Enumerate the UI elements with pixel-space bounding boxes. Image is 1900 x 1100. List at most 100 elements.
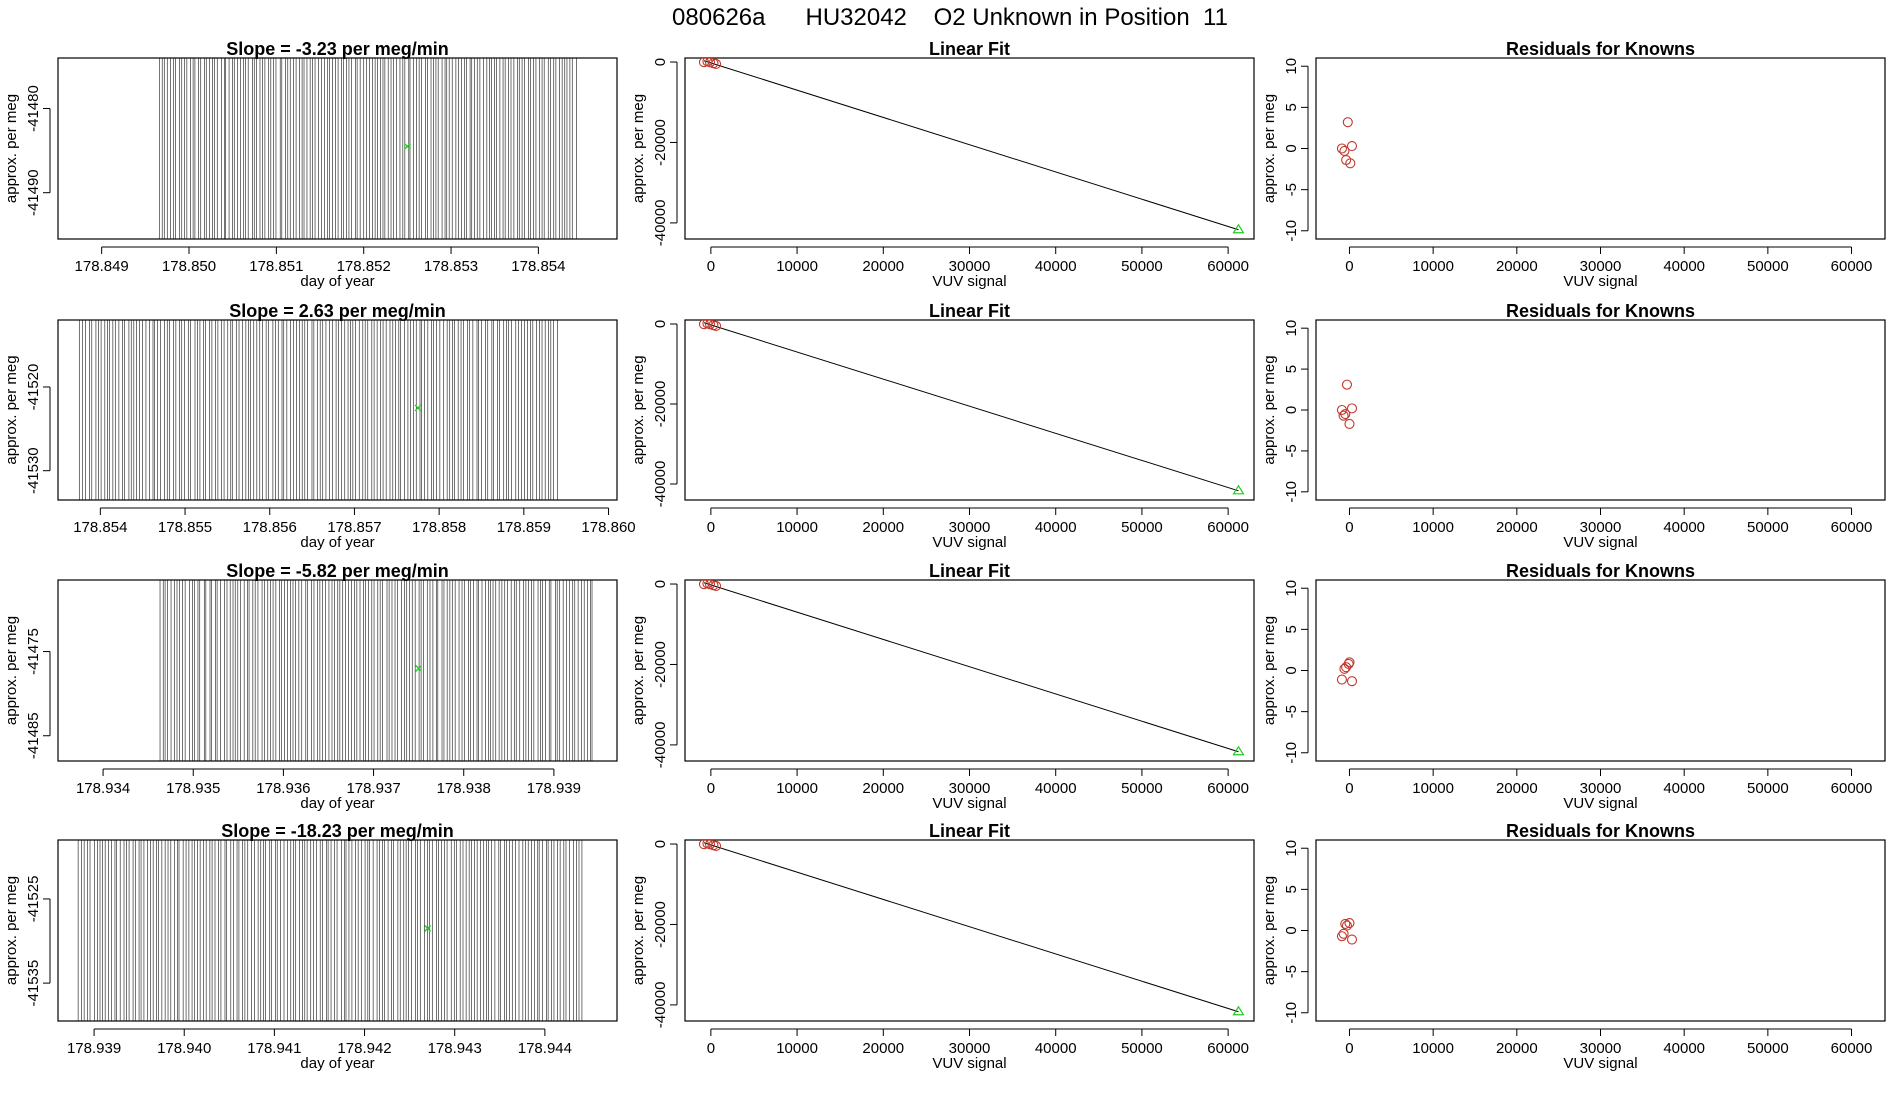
x-tick-label: 30000 [1580,780,1622,797]
x-tick-label: 178.858 [412,519,466,536]
plot-data [698,580,1245,756]
residual-point [1341,662,1352,673]
x-tick-label: 0 [1345,780,1353,797]
plot-frame [57,839,618,1022]
y-tick-label: -41480 [25,85,42,132]
plot-data [77,840,583,1021]
y-tick-label: -20000 [652,641,669,688]
known-point [710,580,722,592]
plot-data [78,320,558,500]
x-tick-label: 0 [1345,519,1353,536]
panel-timeline-1: Slope = -3.23 per meg/min 178.849 178.850 1… [3,39,618,290]
y-tick-label: -41485 [25,712,42,759]
x-axis-label: VUV signal [932,534,1006,551]
x-tick-label: 178.849 [75,258,129,275]
residual-point [1344,918,1355,929]
residual-point [1346,403,1358,414]
y-tick-label: -20000 [652,381,669,428]
panel-title: Slope = 2.63 per meg/min [229,301,446,321]
y-axis-label: approx. per meg [3,355,20,464]
x-tick-label: 40000 [1035,519,1077,536]
x-tick-label: 60000 [1207,258,1249,275]
plot-data [698,320,1245,495]
x-tick-label: 0 [707,780,715,797]
x-tick-label: 178.855 [158,519,212,536]
y-tick-label: 10 [1283,840,1300,857]
x-tick-label: 20000 [862,1040,904,1057]
x-tick-label: 60000 [1831,258,1873,275]
x-tick-label: 30000 [949,519,991,536]
y-tick-label: -20000 [652,901,669,948]
residual-point [1343,658,1354,669]
x-tick-label: 10000 [776,780,818,797]
y-axis-label: approx. per meg [630,355,647,464]
y-tick-label: -41520 [25,364,42,411]
x-tick-label: 0 [1345,258,1353,275]
plot-frame [1315,579,1886,762]
x-tick-label: 60000 [1207,1040,1249,1057]
unknown-point-marker [424,924,432,932]
plot-data [159,580,593,761]
known-point [698,320,710,330]
x-axis-label: day of year [300,534,374,551]
y-tick-label: -41535 [25,960,42,1007]
x-tick-label: 10000 [776,1040,818,1057]
x-tick-label: 178.851 [249,258,303,275]
x-tick-label: 178.939 [67,1040,121,1057]
x-tick-label: 60000 [1831,1040,1873,1057]
x-tick-label: 10000 [776,519,818,536]
x-tick-label: 30000 [949,258,991,275]
plot-frame [684,579,1255,762]
residual-point [1344,418,1355,429]
panel-timeline-3: Slope = -5.82 per meg/min 178.934 178.935 1… [3,561,618,812]
y-axis-label: approx. per meg [3,616,20,725]
x-tick-label: 20000 [1496,258,1538,275]
x-tick-label: 178.937 [346,780,400,797]
x-tick-label: 178.853 [424,258,478,275]
x-tick-label: 50000 [1121,258,1163,275]
panel-title: Residuals for Knowns [1506,561,1695,581]
panel-title: Slope = -18.23 per meg/min [221,821,454,841]
x-tick-label: 30000 [949,780,991,797]
panel-title: Slope = -3.23 per meg/min [226,39,449,59]
plot-frame [1315,319,1886,501]
y-tick-label: 10 [1283,320,1300,337]
y-tick-label: 0 [1283,666,1300,674]
x-tick-label: 178.857 [327,519,381,536]
unknown-point-marker [415,664,423,672]
unknown-point-marker [403,142,411,150]
y-tick-label: -10 [1283,1002,1300,1024]
y-axis-label: approx. per meg [3,94,20,203]
x-tick-label: 10000 [1412,780,1454,797]
plot-data [1336,117,1358,169]
plot-data [1336,918,1358,945]
y-tick-label: 10 [1283,580,1300,597]
plot-data [158,58,577,239]
known-point [698,840,710,850]
x-tick-label: 60000 [1831,780,1873,797]
y-tick-label: -10 [1283,742,1300,764]
x-tick-label: 40000 [1663,519,1705,536]
plot-frame [1315,57,1886,240]
y-axis-label: approx. per meg [630,876,647,985]
known-point [710,320,722,331]
x-tick-label: 178.854 [511,258,565,275]
y-tick-label: 5 [1283,625,1300,633]
panel-timeline-2: Slope = 2.63 per meg/min 178.854 178.855 17… [3,301,636,551]
y-tick-label: 0 [652,320,669,328]
plot-data [698,840,1245,1016]
residual-point [1340,409,1351,420]
x-tick-label: 50000 [1121,780,1163,797]
y-tick-label: -5 [1283,444,1300,457]
fit-line [703,842,1239,1013]
y-tick-label: -5 [1283,705,1300,718]
y-axis-label: approx. per meg [630,616,647,725]
y-tick-label: 10 [1283,58,1300,75]
x-tick-label: 178.856 [243,519,297,536]
x-tick-label: 10000 [776,258,818,275]
x-tick-label: 40000 [1663,258,1705,275]
plot-data [1336,379,1358,429]
x-tick-label: 20000 [862,780,904,797]
x-axis-label: VUV signal [1563,534,1637,551]
y-axis-label: approx. per meg [3,876,20,985]
